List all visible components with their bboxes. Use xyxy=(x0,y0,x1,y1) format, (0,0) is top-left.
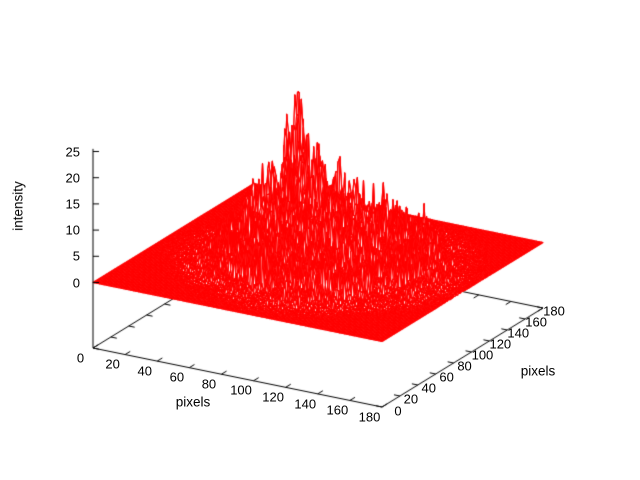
x-tick-label-140: 140 xyxy=(294,396,317,412)
y-tick-label-140: 140 xyxy=(507,325,530,341)
x-tick-label-20: 20 xyxy=(105,356,120,372)
z-tick-label-0: 0 xyxy=(72,275,80,290)
y-axis-label: pixels xyxy=(520,363,556,379)
z-tick-label-15: 15 xyxy=(65,196,80,212)
y-tick-label-80: 80 xyxy=(457,358,472,374)
z-tick-label-25: 25 xyxy=(65,144,80,159)
x-tick-label-160: 160 xyxy=(326,402,349,418)
x-axis-label: pixels xyxy=(175,394,211,410)
y-tick-label-120: 120 xyxy=(489,336,512,352)
y-tick-label-180: 180 xyxy=(543,303,565,319)
x-tick-label-0: 0 xyxy=(76,350,85,366)
x-tick-label-180: 180 xyxy=(358,409,381,425)
x-tick-label-80: 80 xyxy=(201,376,217,392)
x-tick-label-120: 120 xyxy=(262,389,285,405)
y-tick-label-20: 20 xyxy=(403,391,419,407)
z-tick-label-5: 5 xyxy=(72,248,80,264)
x-tick-label-40: 40 xyxy=(137,363,152,379)
z-axis-label: intensity xyxy=(10,181,26,231)
y-tick-label-160: 160 xyxy=(525,314,547,330)
y-tick-label-100: 100 xyxy=(471,347,494,363)
z-tick-label-20: 20 xyxy=(65,170,80,186)
x-tick-label-100: 100 xyxy=(230,382,252,398)
x-tick-label-60: 60 xyxy=(169,369,185,385)
z-tick-label-10: 10 xyxy=(65,222,80,238)
y-tick-label-0: 0 xyxy=(394,403,402,419)
y-tick-label-60: 60 xyxy=(439,369,454,385)
y-tick-label-40: 40 xyxy=(421,380,436,396)
